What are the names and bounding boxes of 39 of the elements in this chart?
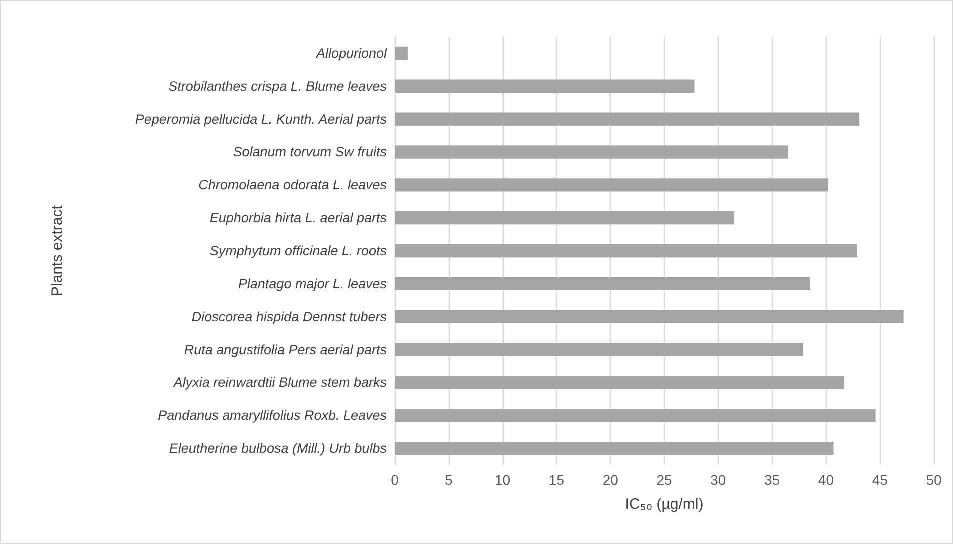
y-tick-label: Eleutherine bulbosa (Mill.) Urb bulbs bbox=[169, 441, 388, 456]
bar bbox=[395, 46, 408, 60]
x-tick-label: 35 bbox=[764, 472, 780, 488]
x-tick-label: 15 bbox=[548, 472, 565, 488]
bar bbox=[395, 343, 804, 356]
x-tick-label: 10 bbox=[495, 472, 511, 488]
bar bbox=[395, 112, 860, 126]
x-tick-label: 20 bbox=[602, 472, 619, 488]
y-tick-label: Plantago major L. leaves bbox=[238, 276, 388, 292]
x-tick-label: 25 bbox=[656, 472, 672, 488]
bar bbox=[395, 211, 735, 225]
y-tick-label: Dioscorea hispida Dennst tubers bbox=[192, 309, 388, 324]
y-tick-label: Chromolaena odorata L. leaves bbox=[198, 178, 388, 193]
bar bbox=[395, 376, 845, 390]
bar bbox=[395, 178, 828, 192]
x-tick-label: 30 bbox=[710, 472, 726, 488]
x-tick-label: 45 bbox=[872, 472, 888, 488]
x-axis-title: IC₅₀ (µg/ml) bbox=[625, 496, 704, 513]
bar bbox=[395, 409, 876, 422]
bar bbox=[395, 310, 904, 324]
y-tick-label: Strobilanthes crispa L. Blume leaves bbox=[168, 78, 388, 94]
y-tick-label: Euphorbia hirta L. aerial parts bbox=[210, 210, 388, 226]
y-tick-label: Allopurionol bbox=[315, 46, 388, 61]
y-tick-label: Symphytum officinale L. roots bbox=[210, 244, 388, 258]
bar bbox=[395, 146, 788, 159]
x-tick-label: 50 bbox=[926, 472, 942, 488]
y-tick-label: Alyxia reinwardtii Blume stem barks bbox=[172, 375, 388, 390]
y-axis-title: Plants extract bbox=[49, 204, 66, 296]
bar bbox=[395, 442, 834, 456]
bar bbox=[395, 244, 858, 258]
y-tick-label: Solanum torvum Sw fruits bbox=[233, 144, 388, 160]
x-tick-label: 40 bbox=[818, 472, 834, 488]
x-tick-label: 0 bbox=[391, 472, 400, 488]
bar bbox=[395, 277, 810, 291]
x-tick-label: 5 bbox=[445, 472, 453, 488]
y-tick-label: Pandanus amaryllifolius Roxb. Leaves bbox=[158, 408, 388, 424]
y-tick-label: Ruta angustifolia Pers aerial parts bbox=[184, 342, 388, 358]
y-tick-label: Peperomia pellucida L. Kunth. Aerial parts bbox=[135, 112, 388, 127]
bar bbox=[395, 80, 695, 93]
